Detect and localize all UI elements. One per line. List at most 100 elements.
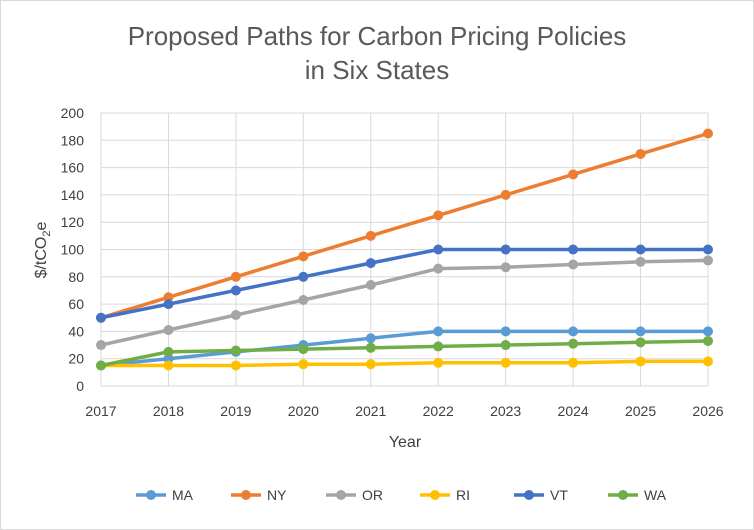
x-tick-label: 2022 bbox=[423, 403, 454, 419]
data-point-vt bbox=[163, 299, 174, 310]
legend-label: WA bbox=[644, 487, 667, 503]
data-point-ma bbox=[433, 326, 444, 337]
series-vt bbox=[96, 244, 713, 323]
legend-label: NY bbox=[267, 487, 287, 503]
data-point-ny bbox=[433, 210, 444, 221]
data-point-wa bbox=[96, 360, 106, 371]
series-line-ny bbox=[99, 131, 710, 320]
data-point-vt bbox=[365, 258, 376, 269]
y-tick-label: 100 bbox=[61, 242, 85, 258]
y-tick-label: 80 bbox=[68, 269, 84, 285]
legend-marker bbox=[241, 490, 251, 500]
y-tick-labels: 0 20 40 60 80 100 120 140 160 180 200 bbox=[61, 105, 85, 394]
series-line-wa bbox=[99, 339, 710, 368]
series-line-ma bbox=[99, 329, 710, 368]
x-axis-label: Year bbox=[389, 434, 422, 451]
x-tick-label: 2025 bbox=[625, 403, 656, 419]
data-point-ri bbox=[433, 357, 444, 368]
data-point-ri bbox=[703, 356, 713, 367]
data-point-vt bbox=[635, 244, 646, 255]
series-line-vt bbox=[99, 247, 710, 320]
data-point-vt bbox=[230, 285, 241, 296]
data-point-or bbox=[365, 279, 376, 290]
data-point-ny bbox=[298, 251, 309, 262]
y-tick-label: 180 bbox=[61, 132, 85, 148]
data-point-vt bbox=[703, 244, 713, 255]
x-tick-labels: 2017 2018 2019 2020 2021 2022 2023 2024 2025 2026 bbox=[85, 403, 723, 419]
legend-marker bbox=[336, 490, 346, 500]
data-point-ma bbox=[568, 326, 579, 337]
data-point-or bbox=[163, 325, 174, 336]
data-point-or bbox=[230, 310, 241, 321]
series-or bbox=[96, 255, 713, 351]
data-point-wa bbox=[230, 345, 241, 356]
series-line-or bbox=[99, 258, 710, 347]
legend: MA NY OR RI VT WA bbox=[136, 487, 667, 503]
data-point-or bbox=[433, 263, 444, 274]
chart-title-line2: in Six States bbox=[304, 55, 450, 85]
data-point-ri bbox=[230, 360, 241, 371]
chart-title: Proposed Paths for Carbon Pricing Polici… bbox=[1, 19, 753, 87]
y-tick-label: 120 bbox=[61, 214, 85, 230]
x-tick-label: 2023 bbox=[490, 403, 521, 419]
legend-marker bbox=[618, 490, 628, 500]
data-point-ma bbox=[365, 333, 376, 344]
data-point-vt bbox=[500, 244, 511, 255]
y-tick-label: 0 bbox=[76, 378, 84, 394]
legend-item-ma: MA bbox=[136, 487, 194, 503]
data-point-vt bbox=[433, 244, 444, 255]
legend-item-or: OR bbox=[326, 487, 383, 503]
data-point-wa bbox=[703, 335, 713, 346]
series-ny bbox=[96, 128, 713, 323]
x-tick-label: 2021 bbox=[355, 403, 386, 419]
legend-marker bbox=[524, 490, 534, 500]
data-point-vt bbox=[96, 312, 106, 323]
data-point-or bbox=[500, 262, 511, 273]
data-point-or bbox=[96, 340, 106, 351]
x-tick-label: 2019 bbox=[220, 403, 251, 419]
y-tick-label: 140 bbox=[61, 187, 85, 203]
data-point-ny bbox=[230, 271, 241, 282]
data-point-or bbox=[568, 259, 579, 270]
series-line-ri bbox=[99, 359, 710, 368]
legend-label: VT bbox=[550, 487, 568, 503]
data-point-ri bbox=[298, 359, 309, 370]
y-tick-label: 160 bbox=[61, 160, 85, 176]
data-point-wa bbox=[635, 337, 646, 348]
data-point-wa bbox=[433, 341, 444, 352]
y-axis-label: $/tCO2e bbox=[33, 221, 53, 278]
legend-item-ri: RI bbox=[420, 487, 470, 503]
data-point-ny bbox=[568, 169, 579, 180]
legend-label: MA bbox=[172, 487, 194, 503]
data-point-ri bbox=[163, 360, 174, 371]
data-point-ma bbox=[500, 326, 511, 337]
legend-label: RI bbox=[456, 487, 470, 503]
data-point-ny bbox=[635, 148, 646, 159]
data-point-or bbox=[635, 256, 646, 267]
series-lines bbox=[96, 128, 713, 371]
legend-item-wa: WA bbox=[608, 487, 667, 503]
data-point-wa bbox=[163, 346, 174, 357]
x-tick-label: 2024 bbox=[558, 403, 589, 419]
chart-title-line1: Proposed Paths for Carbon Pricing Polici… bbox=[127, 21, 627, 51]
legend-item-vt: VT bbox=[514, 487, 568, 503]
data-point-ny bbox=[365, 230, 376, 241]
x-tick-label: 2018 bbox=[153, 403, 184, 419]
data-point-ri bbox=[500, 357, 511, 368]
x-tick-label: 2017 bbox=[85, 403, 116, 419]
series-ri bbox=[96, 356, 713, 371]
legend-label: OR bbox=[362, 487, 383, 503]
y-tick-label: 40 bbox=[68, 323, 84, 339]
legend-marker bbox=[146, 490, 156, 500]
y-tick-label: 200 bbox=[61, 105, 85, 121]
data-point-ri bbox=[365, 359, 376, 370]
data-point-or bbox=[703, 255, 713, 266]
x-tick-label: 2020 bbox=[288, 403, 319, 419]
data-point-wa bbox=[298, 344, 309, 355]
data-point-ma bbox=[635, 326, 646, 337]
data-point-wa bbox=[500, 340, 511, 351]
data-point-ma bbox=[703, 326, 713, 337]
data-point-or bbox=[298, 295, 309, 306]
